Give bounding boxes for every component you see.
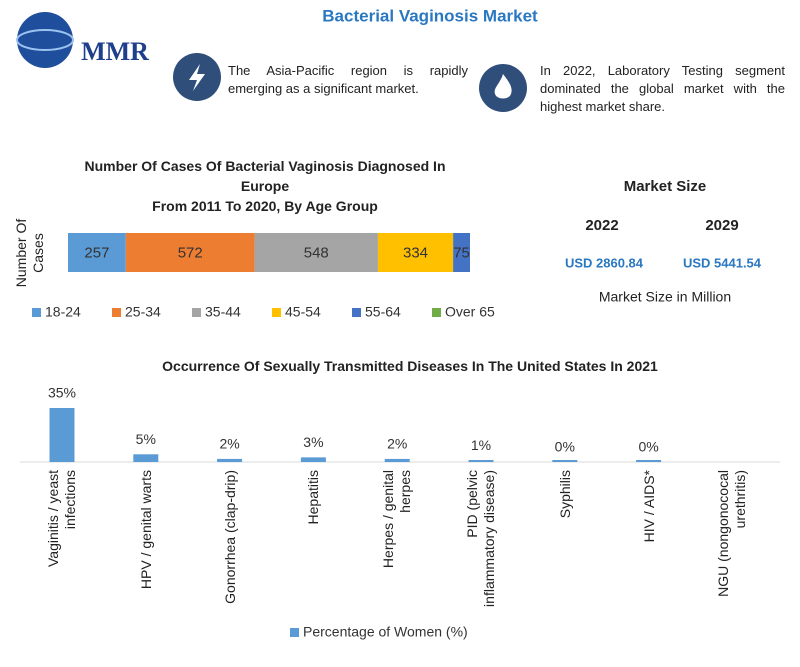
chart-title: Occurrence Of Sexually Transmitted Disea…	[162, 358, 658, 374]
bar	[217, 458, 243, 462]
market-year: 2022	[585, 217, 618, 234]
market-note: Market Size in Million	[599, 289, 731, 305]
data-label: 2%	[387, 436, 407, 452]
legend-label: 55-64	[365, 304, 401, 320]
legend-label: Percentage of Women (%)	[303, 624, 468, 640]
legend-swatch	[32, 308, 41, 317]
data-label: 5%	[136, 431, 156, 447]
x-tick-label: Herpes / genital herpes	[380, 470, 414, 569]
bar	[636, 460, 662, 462]
data-label: 257	[84, 244, 109, 261]
chart-title-text: Number Of Cases Of Bacterial Vaginosis D…	[84, 158, 446, 194]
x-tick-label: HIV / AIDS*	[640, 470, 657, 543]
chart-subtitle: From 2011 To 2020, By Age Group	[152, 198, 378, 214]
data-label: 0%	[555, 439, 575, 455]
bar-segment	[68, 233, 126, 272]
market-year: 2029	[705, 217, 738, 234]
bar-segment	[377, 233, 454, 272]
data-label: 572	[178, 244, 203, 261]
market-value: USD 5441.54	[683, 255, 762, 270]
bar	[133, 454, 159, 462]
x-tick-label: Hepatitis	[304, 470, 321, 525]
data-label: 75	[453, 244, 470, 261]
x-tick-label: PID (pelvic inflammatory disease)	[464, 470, 497, 607]
bar	[468, 460, 494, 462]
legend-swatch	[352, 308, 361, 317]
data-label: 35%	[48, 385, 76, 401]
bar	[49, 408, 75, 462]
x-tick-label: Gonorrhea (clap-drip)	[221, 470, 238, 604]
legend-swatch	[272, 308, 281, 317]
x-tick-label: Vaginitis / yeast infections	[45, 470, 78, 568]
data-label: 0%	[638, 439, 658, 455]
logo-globe	[17, 12, 73, 68]
x-tick-label: NGU (nongonococal urethritis)	[715, 470, 749, 597]
legend-label: 35-44	[205, 304, 241, 320]
title: Bacterial Vaginosis Market	[322, 6, 538, 25]
x-tick-label: Syphilis	[556, 470, 573, 519]
bar	[384, 458, 410, 462]
data-label: 1%	[471, 437, 491, 453]
data-label: 334	[403, 244, 428, 261]
data-label: 3%	[303, 434, 323, 450]
logo-text: MMR	[81, 37, 149, 66]
bar-segment	[254, 233, 378, 272]
fact-text: In 2022, Laboratory Testing segment domi…	[540, 63, 785, 114]
legend-label: 25-34	[125, 304, 161, 320]
bar	[552, 460, 578, 462]
market-value: USD 2860.84	[565, 255, 644, 270]
legend-swatch	[192, 308, 201, 317]
legend-label: Over 65	[445, 304, 495, 320]
market-size-title: Market Size	[624, 178, 707, 195]
bar-segment	[453, 233, 470, 272]
x-tick-label: HPV / genital warts	[137, 470, 154, 590]
legend-label: 45-54	[285, 304, 321, 320]
bolt-icon	[189, 64, 205, 91]
bar-segment	[125, 233, 255, 272]
chart-title: Number Of Cases Of Bacterial Vaginosis D…	[60, 156, 470, 216]
legend-swatch	[432, 308, 441, 317]
logo-orbit	[16, 29, 74, 51]
data-label: 2%	[219, 436, 239, 452]
legend-swatch	[290, 628, 299, 637]
bar	[300, 457, 326, 462]
data-label: 548	[304, 244, 329, 261]
fact-text: The Asia-Pacific region is rapidly emerg…	[228, 63, 468, 96]
flame-icon	[494, 74, 512, 99]
legend-swatch	[112, 308, 121, 317]
y-axis-label: Number Of Cases	[13, 218, 46, 288]
legend-label: 18-24	[45, 304, 81, 320]
